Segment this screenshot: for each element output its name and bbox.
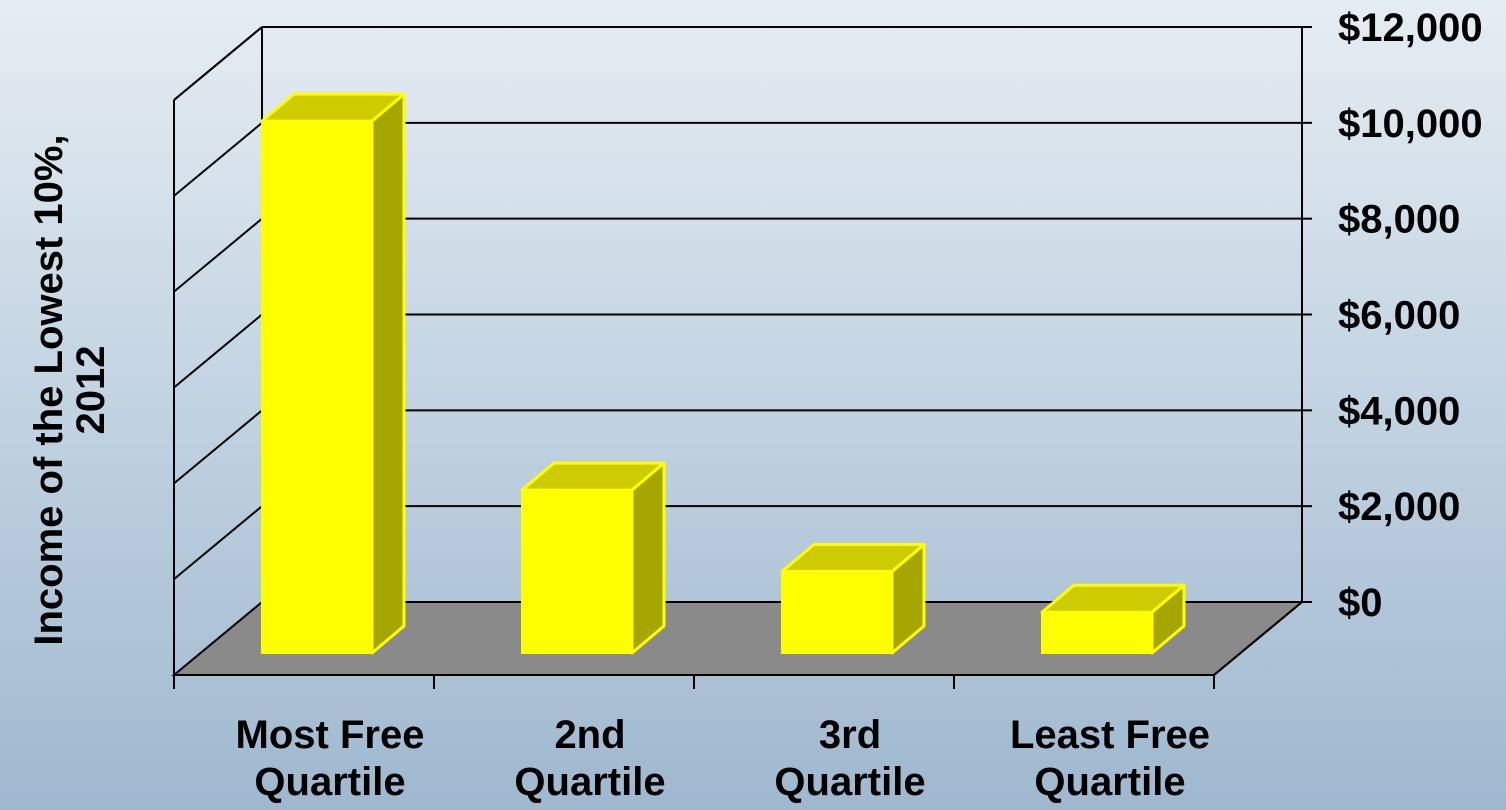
side-gridline — [173, 505, 263, 580]
y-tick-label: $12,000 — [1338, 6, 1483, 50]
category-label-line: Quartile — [1034, 760, 1185, 804]
bar-front-face — [781, 570, 893, 655]
bar — [520, 461, 666, 655]
side-gridline — [173, 409, 263, 485]
category-label-line: Quartile — [254, 760, 405, 804]
y-axis-title-line: Income of the Lowest 10%, — [27, 134, 71, 645]
y-axis-title: Income of the Lowest 10%,2012 — [27, 134, 113, 645]
x-axis — [173, 601, 1303, 689]
y-tick-label: $4,000 — [1338, 389, 1460, 433]
bar-front-face — [261, 120, 373, 654]
category-label: Least Free Quartile — [1010, 713, 1210, 804]
side-gridline — [173, 217, 263, 293]
category-label-line: 3rd — [819, 713, 881, 757]
bar — [1040, 583, 1186, 655]
category-label-line: Quartile — [514, 760, 665, 804]
category-label: 3rd Quartile — [774, 713, 925, 804]
category-label: Most Free Quartile — [236, 713, 425, 804]
y-axis-title-text: Income of the Lowest 10%,2012 — [27, 134, 113, 645]
y-tick-label: $0 — [1338, 581, 1383, 625]
y-axis-title-line: 2012 — [69, 346, 113, 435]
bar — [260, 92, 406, 655]
side-gridline — [173, 313, 263, 389]
floor-right-edge — [1213, 601, 1303, 676]
y-tick-label: $2,000 — [1338, 485, 1460, 529]
category-label-line: Quartile — [774, 760, 925, 804]
category-label-line: Least Free — [1010, 713, 1210, 757]
bars — [260, 92, 1186, 655]
category-label-line: Most Free — [236, 713, 425, 757]
bar — [780, 543, 926, 655]
bar-side-face — [370, 92, 406, 655]
gridlines — [173, 26, 1312, 603]
y-tick-label: $6,000 — [1338, 294, 1460, 338]
bar-front-face — [1041, 611, 1153, 654]
category-label: 2nd Quartile — [514, 713, 665, 804]
category-label-line: 2nd — [554, 713, 625, 757]
y-tick-label: $8,000 — [1338, 198, 1460, 242]
side-gridline — [173, 26, 263, 101]
side-gridline — [173, 122, 263, 197]
bar-side-face — [630, 461, 666, 655]
y-axis-tick-labels: $0 $2,000 $4,000 $6,000 $8,000 $10,000 $12,000 — [1338, 6, 1483, 625]
bar-front-face — [521, 489, 633, 655]
y-tick-label: $10,000 — [1338, 102, 1483, 146]
